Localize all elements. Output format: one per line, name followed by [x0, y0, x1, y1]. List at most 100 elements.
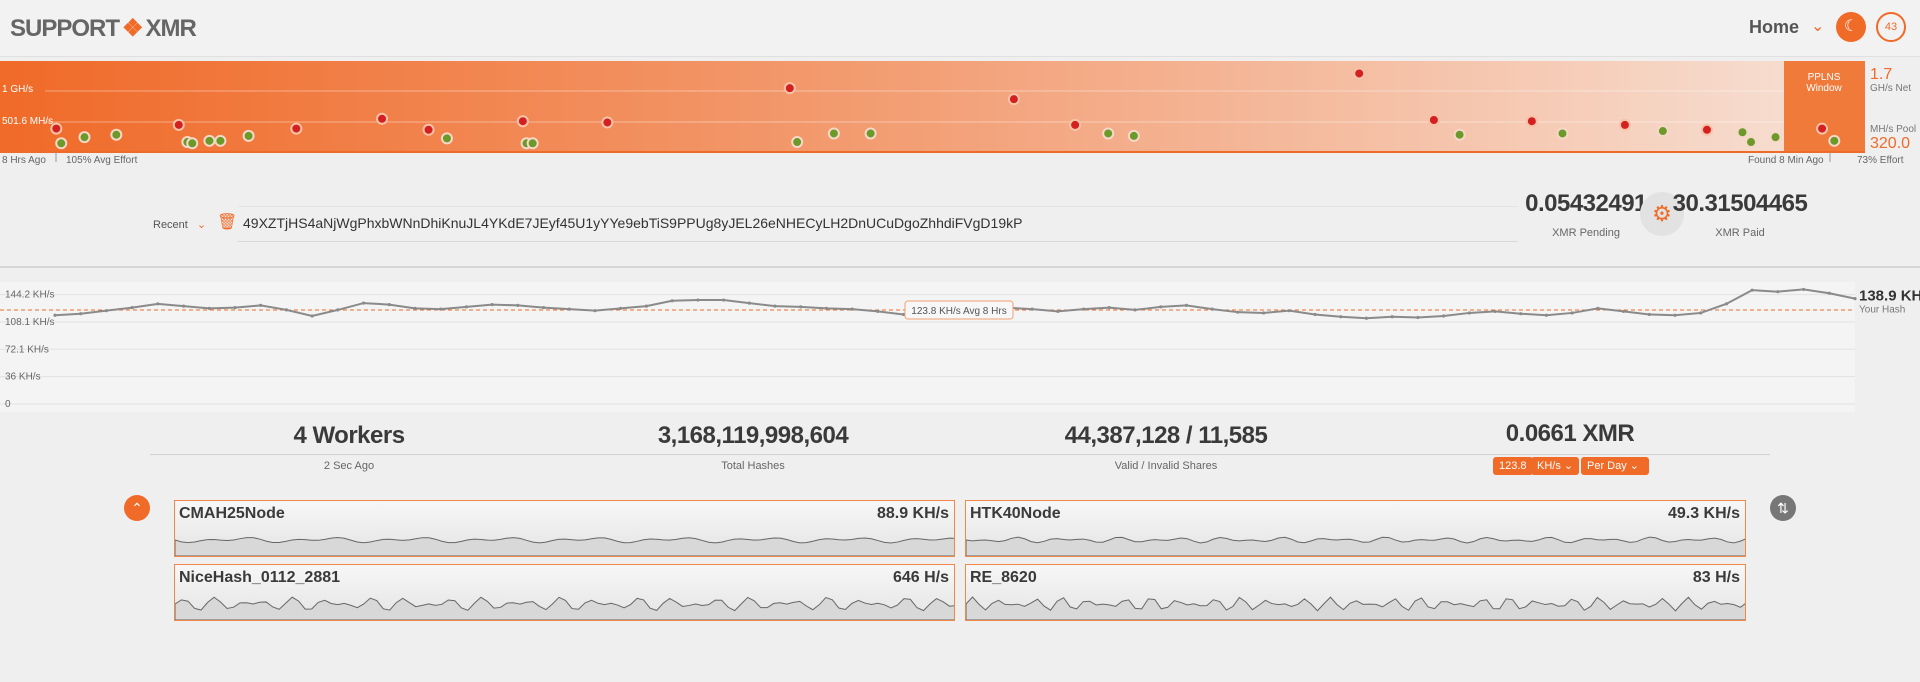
- pplns-window: [1784, 61, 1865, 152]
- worker-sparkline: [966, 536, 1745, 556]
- block-dot: [1618, 118, 1631, 131]
- block-dot: [1556, 127, 1569, 140]
- band-start: 8 Hrs Ago: [2, 155, 46, 166]
- pool-band: [0, 61, 1865, 162]
- delete-icon[interactable]: 🗑: [217, 214, 238, 231]
- hash-point: [1390, 315, 1394, 319]
- logo-right: XMR: [145, 15, 197, 42]
- hash-point: [387, 302, 391, 307]
- hash-point: [1236, 310, 1240, 314]
- block-dot: [110, 128, 123, 141]
- hash-point: [1030, 307, 1034, 311]
- hash-point: [1159, 305, 1163, 309]
- worker-card[interactable]: CMAH25Node 88.9 KH/s: [174, 500, 955, 557]
- block-dot: [1525, 115, 1538, 128]
- nav-home[interactable]: Home: [1749, 17, 1800, 37]
- hash-point: [1853, 296, 1857, 301]
- hash-point: [490, 302, 494, 307]
- workers-sub: 2 Sec Ago: [323, 460, 375, 472]
- total-hashes: 3,168,119,998,604: [657, 422, 849, 449]
- sparkline-area: [966, 596, 1745, 620]
- worker-rate: 49.3 KH/s: [1667, 505, 1740, 522]
- theme-toggle[interactable]: ☾: [1836, 12, 1866, 42]
- hash-point: [1441, 314, 1446, 318]
- calc-unit[interactable]: KH/s ⌄: [1531, 457, 1580, 475]
- worker-sparkline: [175, 596, 954, 620]
- current-label: 138.9 KH/s: [1859, 288, 1920, 305]
- worker-card[interactable]: HTK40Node 49.3 KH/s: [965, 500, 1746, 557]
- block-dot: [864, 127, 877, 140]
- hash-point: [1544, 313, 1549, 317]
- block-dot: [1828, 134, 1841, 147]
- hash-point: [104, 309, 109, 313]
- hash-point: [644, 304, 649, 308]
- calc-unit-text: KH/s: [1537, 460, 1561, 472]
- hash-point: [1647, 312, 1651, 317]
- calc-rate[interactable]: 123.8: [1493, 457, 1533, 475]
- hash-point: [1313, 312, 1317, 317]
- block-dot: [172, 118, 185, 131]
- calc-period[interactable]: Per Day ⌄: [1581, 457, 1649, 475]
- block-dot: [1007, 93, 1020, 106]
- pending-value: 0.05432491: [1525, 190, 1647, 217]
- sparkline-area: [966, 536, 1745, 556]
- logo[interactable]: SUPPORT ❖ XMR: [10, 14, 197, 43]
- hash-chart: 0 36 KH/s 72.1 KH/s 108.1 KH/s 144.2 KH/s You…: [0, 287, 1920, 410]
- average-box: [904, 300, 1014, 320]
- net-label: 1 GH/s: [2, 84, 34, 95]
- hash-point: [1261, 311, 1266, 315]
- nav-dropdown[interactable]: ⌄: [1811, 18, 1825, 35]
- block-dot: [214, 134, 227, 147]
- workers-count: 4 Workers: [293, 422, 405, 449]
- pplns-label: PPLNS Window: [1806, 72, 1842, 94]
- address-text[interactable]: 49XZTjHS4aNjWgPhxbWNnDhiKnuJL4YKdE7JEyf4…: [243, 215, 1023, 231]
- hash-point: [53, 313, 57, 317]
- hash-point: [1750, 288, 1754, 292]
- avg-effort: 105% Avg Effort: [66, 155, 138, 166]
- recent-dropdown[interactable]: Recent ⌄: [153, 219, 207, 231]
- worker-card[interactable]: RE_8620 83 H/s: [965, 564, 1746, 621]
- block-dot: [242, 129, 255, 142]
- block-dot: [1127, 129, 1140, 142]
- hash-point: [413, 306, 417, 310]
- block-dot: [1769, 131, 1782, 144]
- block-dot: [1736, 126, 1749, 139]
- band-bg: [0, 61, 1865, 152]
- hash-point: [516, 303, 520, 307]
- hash-point: [361, 301, 366, 305]
- hash-point: [1210, 307, 1214, 311]
- hash-point: [156, 302, 160, 306]
- logo-icon: ❖: [122, 15, 143, 42]
- badge[interactable]: 43: [1876, 12, 1906, 42]
- address-input[interactable]: [238, 206, 1518, 242]
- hash-point: [336, 308, 340, 312]
- shares: 44,387,128 / 11,585: [1064, 422, 1268, 449]
- worker-card[interactable]: NiceHash_0112_2881 646 H/s: [174, 564, 955, 621]
- hash-point: [310, 314, 314, 318]
- sort-button[interactable]: ⇅: [1770, 495, 1796, 521]
- paid-value: 30.31504465: [1672, 190, 1808, 217]
- block-dot: [1427, 114, 1440, 127]
- block-dot: [601, 116, 614, 129]
- hash-point: [567, 307, 571, 311]
- worker-sparkline: [966, 596, 1745, 620]
- found: Found 8 Min Ago: [1748, 155, 1824, 166]
- block-dot: [55, 137, 68, 150]
- hash-point: [1493, 309, 1497, 314]
- block-dot: [1453, 128, 1466, 141]
- hash-point: [747, 301, 751, 305]
- hash-point: [79, 312, 83, 316]
- block-dot: [422, 123, 435, 136]
- block-dot: [78, 131, 91, 144]
- hash-point: [799, 305, 803, 309]
- hash-point: [464, 305, 469, 309]
- block-dot: [516, 115, 529, 128]
- block-dot: [827, 127, 840, 140]
- hash-point: [721, 298, 726, 302]
- collapse-button[interactable]: ⌃: [124, 495, 150, 521]
- hash-point: [1724, 302, 1729, 306]
- block-dot: [783, 82, 796, 95]
- settings-icon[interactable]: ⚙: [1640, 192, 1684, 236]
- worker-sparkline: [175, 536, 954, 556]
